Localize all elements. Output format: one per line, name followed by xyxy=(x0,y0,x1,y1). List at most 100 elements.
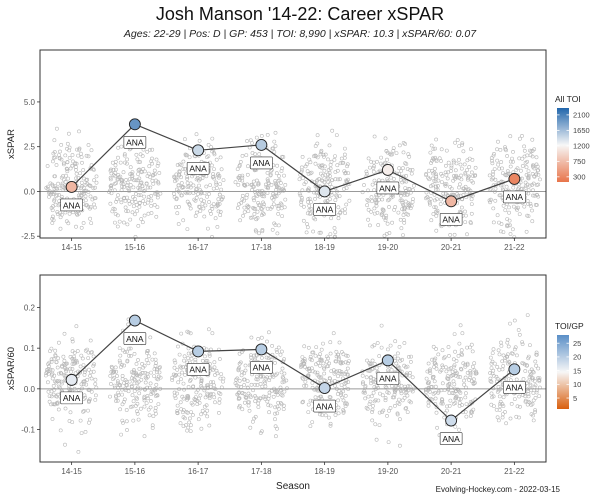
league-player-point xyxy=(318,412,322,417)
league-player-point xyxy=(155,163,160,168)
league-player-point xyxy=(52,138,57,143)
league-player-point xyxy=(46,371,51,376)
league-player-point xyxy=(336,356,341,361)
league-player-point xyxy=(456,374,461,379)
league-player-point xyxy=(51,214,55,219)
league-player-point xyxy=(399,383,404,388)
league-player-point xyxy=(507,205,511,210)
team-label: ANA xyxy=(379,183,397,193)
league-player-point xyxy=(496,139,500,144)
league-player-point xyxy=(242,377,247,382)
league-player-point xyxy=(59,371,64,376)
league-player-point xyxy=(63,153,68,158)
league-player-point xyxy=(236,396,241,401)
league-player-point xyxy=(496,348,501,353)
league-player-point xyxy=(172,174,177,179)
league-player-point xyxy=(317,354,322,359)
league-player-point xyxy=(430,156,435,161)
league-player-point xyxy=(109,183,114,188)
league-player-point xyxy=(195,176,200,181)
team-label: ANA xyxy=(253,158,271,168)
league-player-point xyxy=(426,361,431,366)
league-player-point xyxy=(240,153,245,158)
league-player-point xyxy=(112,369,117,374)
league-player-point xyxy=(114,393,118,398)
league-player-point xyxy=(427,369,432,373)
league-player-point xyxy=(264,185,269,189)
league-player-point xyxy=(242,371,247,376)
league-player-point xyxy=(467,165,472,169)
legend-tick-label: 2100 xyxy=(573,111,590,120)
league-player-point xyxy=(454,359,459,363)
league-player-point xyxy=(216,410,221,415)
league-player-point xyxy=(344,202,349,207)
league-player-point xyxy=(442,355,447,360)
league-player-point xyxy=(327,170,332,175)
league-player-point xyxy=(508,416,513,421)
season-point xyxy=(192,345,205,358)
league-player-point xyxy=(50,221,55,225)
league-player-point xyxy=(256,200,261,205)
league-player-point xyxy=(275,163,280,168)
league-player-point xyxy=(536,168,541,173)
league-player-point xyxy=(280,214,285,219)
league-player-point xyxy=(434,228,439,233)
league-player-point xyxy=(259,213,264,218)
league-player-point xyxy=(368,399,373,404)
league-player-point xyxy=(276,345,281,350)
league-player-point xyxy=(126,209,130,214)
season-point xyxy=(192,144,205,157)
league-player-point xyxy=(434,137,439,142)
league-player-point xyxy=(380,163,385,168)
league-player-point xyxy=(179,175,183,180)
league-player-point xyxy=(525,313,530,318)
league-player-point xyxy=(77,129,81,134)
league-player-point xyxy=(344,401,349,406)
league-player-point xyxy=(403,161,408,166)
league-player-point xyxy=(85,347,90,352)
league-player-point xyxy=(458,162,463,167)
team-label: ANA xyxy=(253,363,271,373)
league-player-point xyxy=(54,360,59,365)
league-player-point xyxy=(407,204,412,209)
league-player-point xyxy=(184,423,188,428)
league-player-point xyxy=(120,387,124,392)
league-player-point xyxy=(271,197,276,202)
league-player-point xyxy=(94,393,98,398)
league-player-point xyxy=(488,376,493,381)
league-player-point xyxy=(50,216,55,221)
league-player-point xyxy=(538,177,542,182)
league-player-point xyxy=(70,337,75,342)
league-player-point xyxy=(175,391,179,396)
league-player-point xyxy=(113,163,118,168)
league-player-point xyxy=(517,394,522,399)
league-player-point xyxy=(370,418,375,423)
league-player-point xyxy=(423,387,428,392)
league-player-point xyxy=(470,157,475,162)
league-player-point xyxy=(131,195,135,199)
league-player-point xyxy=(81,379,86,384)
league-player-point xyxy=(89,350,93,355)
league-player-point xyxy=(439,197,444,202)
league-player-point xyxy=(401,150,406,155)
league-player-point xyxy=(283,182,288,187)
league-player-point xyxy=(332,226,337,230)
league-player-point xyxy=(137,176,142,181)
league-player-point xyxy=(388,406,393,410)
league-player-point xyxy=(153,178,158,183)
league-player-point xyxy=(507,210,511,215)
league-player-point xyxy=(424,190,429,195)
league-player-point xyxy=(70,362,75,366)
league-player-point xyxy=(450,369,455,374)
league-player-point xyxy=(237,405,241,410)
league-player-point xyxy=(336,205,341,210)
league-player-point xyxy=(406,212,411,217)
y-tick-label: 0.0 xyxy=(24,385,36,394)
league-player-point xyxy=(179,365,184,370)
season-point xyxy=(255,343,268,356)
league-player-point xyxy=(447,403,452,408)
league-player-point xyxy=(192,397,197,401)
league-player-point xyxy=(323,152,328,157)
league-player-point xyxy=(50,376,55,381)
league-player-point xyxy=(145,349,150,354)
